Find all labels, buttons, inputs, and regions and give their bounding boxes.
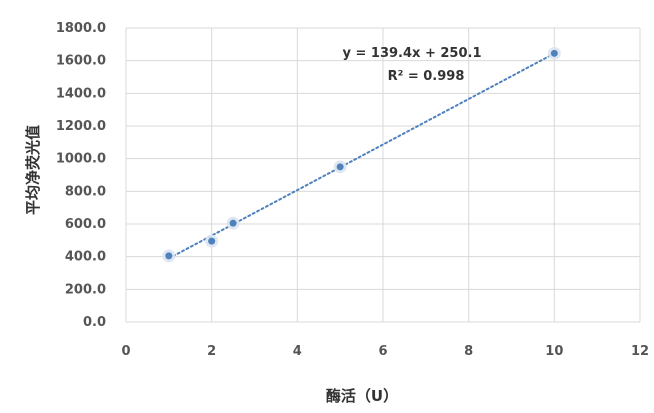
data-point <box>226 216 240 230</box>
x-tick-label: 6 <box>378 344 387 359</box>
x-tick-label: 4 <box>293 344 302 359</box>
x-tick-label: 0 <box>121 344 130 359</box>
data-point-marker <box>550 49 558 57</box>
y-tick-label: 400.0 <box>65 250 106 265</box>
trendline-equation: y = 139.4x + 250.1 <box>343 46 482 61</box>
data-point <box>205 234 219 248</box>
trendline-r2: R² = 0.998 <box>388 69 465 84</box>
grid <box>125 27 641 323</box>
data-point <box>162 249 176 263</box>
x-tick-label: 12 <box>631 344 649 359</box>
y-tick-label: 1000.0 <box>56 152 106 167</box>
y-tick-label: 600.0 <box>65 217 106 232</box>
data-points <box>162 46 561 263</box>
x-tick-label: 2 <box>207 344 216 359</box>
y-tick-label: 1800.0 <box>56 21 106 36</box>
trendline <box>167 52 556 260</box>
y-tick-label: 1600.0 <box>56 54 106 69</box>
data-point-marker <box>229 219 237 227</box>
data-point-marker <box>336 163 344 171</box>
tick-labels: 0.0 200.0 400.0 600.0 800.0 1000.0 1200.0 1400.… <box>56 21 649 359</box>
x-axis-title: 酶活（U） <box>326 387 398 405</box>
y-tick-label: 0.0 <box>83 315 106 330</box>
data-point-marker <box>208 237 216 245</box>
data-point-marker <box>165 252 173 260</box>
y-tick-label: 1200.0 <box>56 119 106 134</box>
y-tick-label: 800.0 <box>65 184 106 199</box>
y-tick-label: 1400.0 <box>56 86 106 101</box>
trendline-layer <box>167 52 556 260</box>
y-tick-label: 200.0 <box>65 282 106 297</box>
data-point <box>547 46 561 60</box>
x-tick-label: 10 <box>545 344 563 359</box>
y-axis-title: 平均净荧光值 <box>24 125 42 215</box>
x-tick-label: 8 <box>464 344 473 359</box>
data-point <box>333 160 347 174</box>
